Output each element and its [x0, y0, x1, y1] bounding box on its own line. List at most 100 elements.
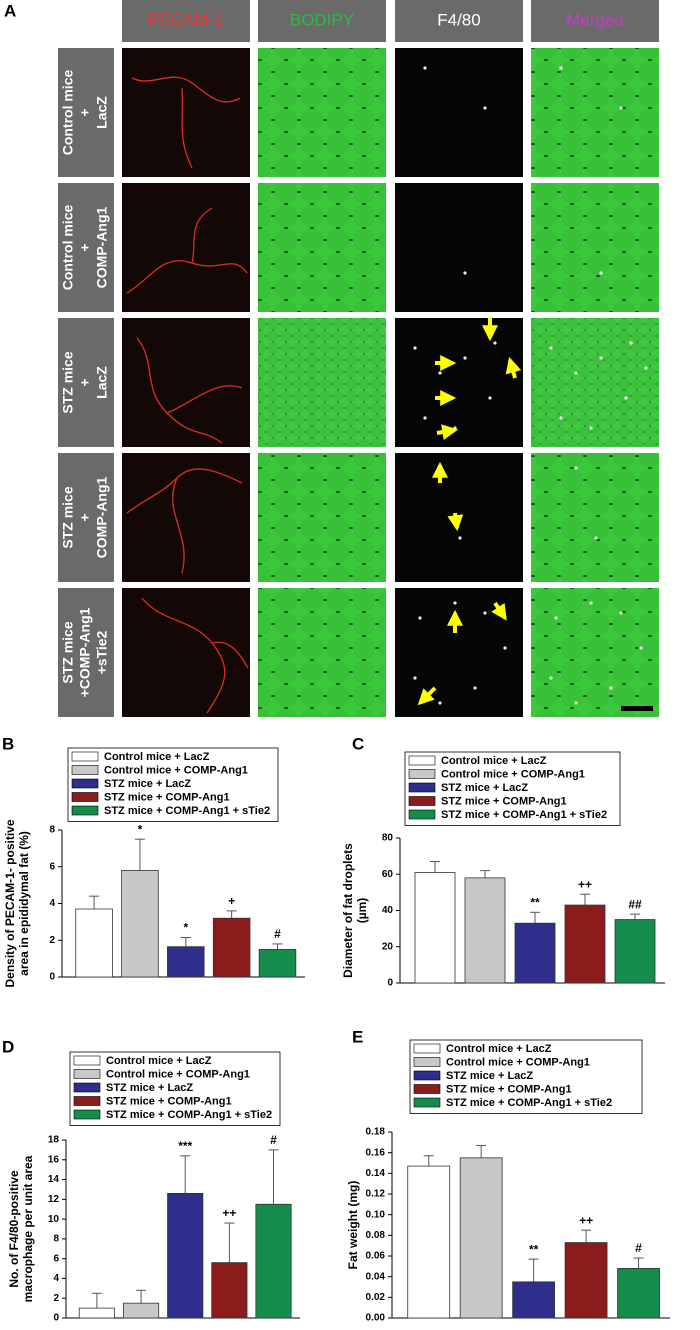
bar	[212, 917, 251, 978]
bar	[459, 1157, 503, 1319]
y-tick-label: 60	[382, 869, 394, 880]
macrophage	[438, 371, 442, 375]
arrow	[436, 424, 459, 440]
legend-swatch	[408, 755, 436, 766]
bar	[121, 870, 159, 978]
overlay-spot	[589, 426, 593, 430]
micrograph	[122, 183, 250, 312]
row-label: STZ mice	[60, 486, 76, 548]
legend-label: STZ mice + COMP-Ang1 + sTie2	[104, 805, 270, 817]
image-row: Control mice + LacZ	[58, 48, 659, 177]
micrograph	[258, 183, 386, 312]
legend-label: Control mice + LacZ	[106, 1055, 212, 1067]
panel-label: D	[2, 1037, 14, 1056]
y-tick-label: 0.12	[366, 1189, 386, 1200]
overlay-spot	[644, 366, 648, 370]
overlay-spot	[629, 341, 633, 345]
y-axis-label: No. of F4/80-positive	[7, 1170, 21, 1288]
row-label: +	[77, 108, 93, 116]
legend-label: Control mice + COMP-Ang1	[106, 1068, 250, 1080]
legend-swatch	[71, 751, 99, 762]
legend-label: STZ mice + LacZ	[446, 1070, 533, 1082]
row-label: Control mice	[60, 70, 76, 156]
panel-label: A	[4, 1, 16, 20]
row-label-box	[58, 48, 114, 177]
image-row: STZ mice +COMP-Ang1 +sTie2	[58, 588, 659, 717]
legend-label: STZ mice + COMP-Ang1	[446, 1083, 572, 1095]
micrograph	[258, 48, 386, 177]
y-tick-label: 2	[53, 1293, 59, 1304]
legend-label: STZ mice + LacZ	[441, 782, 528, 794]
micrograph	[531, 183, 659, 312]
row-label: LacZ	[94, 366, 110, 399]
legend-swatch	[413, 1070, 441, 1081]
legend-swatch	[71, 805, 99, 816]
bar	[414, 872, 456, 984]
macrophage	[413, 676, 417, 680]
bar	[407, 1165, 451, 1319]
row-label: COMP-Ang1	[94, 206, 110, 288]
micrograph	[258, 453, 386, 582]
y-tick-label: 14	[48, 1174, 60, 1185]
macrophage	[463, 271, 467, 275]
overlay-spot	[549, 346, 553, 350]
legend-swatch	[71, 778, 99, 789]
micrograph	[531, 588, 659, 717]
column-header-box	[395, 0, 523, 42]
y-tick-label: 6	[53, 1253, 59, 1264]
row-label-box	[58, 588, 114, 717]
legend-swatch	[413, 1043, 441, 1054]
row-label-box	[58, 183, 114, 312]
bar	[211, 1262, 248, 1319]
y-tick-label: 0	[49, 972, 55, 983]
bar	[258, 949, 297, 978]
legend-swatch	[73, 1055, 101, 1066]
y-tick-label: 0	[53, 1313, 59, 1324]
arrow	[447, 512, 464, 532]
overlay-spot	[599, 356, 603, 360]
vessel	[136, 337, 243, 444]
macrophage	[503, 646, 507, 650]
bar	[255, 1203, 292, 1319]
micrograph	[122, 588, 250, 717]
micrograph	[395, 588, 523, 717]
vessel	[141, 597, 249, 714]
y-tick-label: 0.06	[366, 1251, 386, 1262]
legend-swatch	[413, 1057, 441, 1067]
panel-label: B	[2, 734, 14, 753]
legend-label: STZ mice + COMP-Ang1 + sTie2	[446, 1097, 612, 1109]
legend-swatch	[408, 782, 436, 793]
image-row: Control mice + COMP-Ang1	[58, 183, 659, 312]
overlay-spot	[574, 466, 578, 470]
y-axis-label: macrophage per unit area	[21, 1155, 35, 1302]
row-label: +	[77, 513, 93, 521]
micrograph	[258, 318, 386, 447]
significance-mark: ##	[628, 897, 642, 911]
micrograph	[258, 588, 386, 717]
column-header: BODIPY	[290, 10, 354, 29]
y-tick-label: 6	[49, 861, 55, 872]
micrograph	[122, 318, 250, 447]
bar	[167, 946, 205, 978]
significance-mark: ++	[579, 1213, 593, 1227]
macrophage	[488, 396, 492, 400]
overlay-spot	[554, 616, 558, 620]
legend-label: STZ mice + COMP-Ang1 + sTie2	[441, 809, 607, 821]
y-tick-label: 0.02	[366, 1292, 386, 1303]
row-label: Control mice	[60, 205, 76, 291]
significance-mark: ++	[578, 877, 592, 891]
overlay-spot	[619, 106, 623, 110]
legend-label: Control mice + LacZ	[441, 755, 547, 767]
legend-label: Control mice + COMP-Ang1	[446, 1056, 590, 1068]
legend-label: Control mice + COMP-Ang1	[441, 768, 585, 780]
image-row: STZ mice + COMP-Ang1	[58, 453, 659, 582]
scale-bar	[621, 706, 653, 711]
overlay-spot	[599, 271, 603, 275]
vessel	[131, 76, 241, 169]
significance-mark: #	[270, 1133, 277, 1147]
y-tick-label: 20	[382, 941, 394, 952]
column-header-box	[258, 0, 386, 42]
